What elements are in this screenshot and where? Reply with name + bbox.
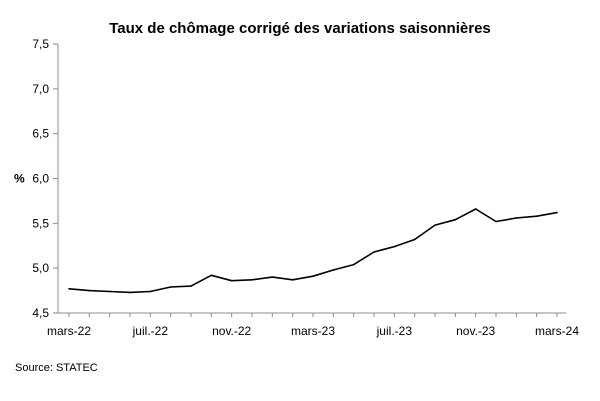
ticks-layer: 4,5 5,0 5,5 6,0 6,5 7,0 7,5% mars-22 juil.-22 nov… xyxy=(14,37,579,338)
x-tick-label: juil.-23 xyxy=(376,324,413,338)
data-point xyxy=(495,220,497,223)
axes-layer xyxy=(57,44,566,314)
chart-title: Taux de chômage corrigé des variations s… xyxy=(109,20,491,37)
x-tick-label: nov.-22 xyxy=(212,324,251,338)
y-axis-label: % xyxy=(14,172,25,186)
data-point xyxy=(251,279,253,281)
y-tick-label: 7,0 xyxy=(32,82,49,96)
data-point xyxy=(393,245,396,248)
data-point xyxy=(271,276,274,278)
x-tick-label: juil.-22 xyxy=(132,324,169,338)
data-point xyxy=(108,290,111,293)
y-tick-label: 4,5 xyxy=(32,306,49,320)
y-tick-label: 7,5 xyxy=(32,37,49,51)
data-point xyxy=(169,286,172,288)
series-layer xyxy=(68,208,558,294)
data-point xyxy=(190,285,192,287)
y-tick-label: 5,5 xyxy=(32,216,49,230)
data-point xyxy=(352,263,355,266)
series-line xyxy=(68,208,558,294)
data-point xyxy=(68,287,70,290)
data-point xyxy=(149,290,152,293)
data-point xyxy=(230,279,233,282)
data-point xyxy=(413,238,416,241)
source-note: Source: STATEC xyxy=(15,362,98,374)
data-point xyxy=(434,224,436,226)
data-point xyxy=(515,217,518,219)
data-point xyxy=(210,274,213,277)
data-point xyxy=(535,215,538,217)
y-tick-label: 6,0 xyxy=(32,172,49,186)
y-tick-label: 6,5 xyxy=(32,127,49,141)
x-tick-label: mars-23 xyxy=(291,324,335,338)
x-tick-label: mars-24 xyxy=(535,324,579,338)
data-point xyxy=(291,279,294,281)
x-tick-label: nov.-23 xyxy=(456,324,495,338)
data-point xyxy=(474,208,477,210)
data-point xyxy=(454,218,457,221)
x-tick-label: mars-22 xyxy=(47,324,91,338)
data-point xyxy=(332,269,335,271)
data-point xyxy=(312,275,314,278)
data-point xyxy=(556,211,558,214)
y-tick-label: 5,0 xyxy=(32,261,49,275)
data-point xyxy=(373,251,375,253)
data-point xyxy=(88,289,91,292)
data-point xyxy=(129,291,131,294)
